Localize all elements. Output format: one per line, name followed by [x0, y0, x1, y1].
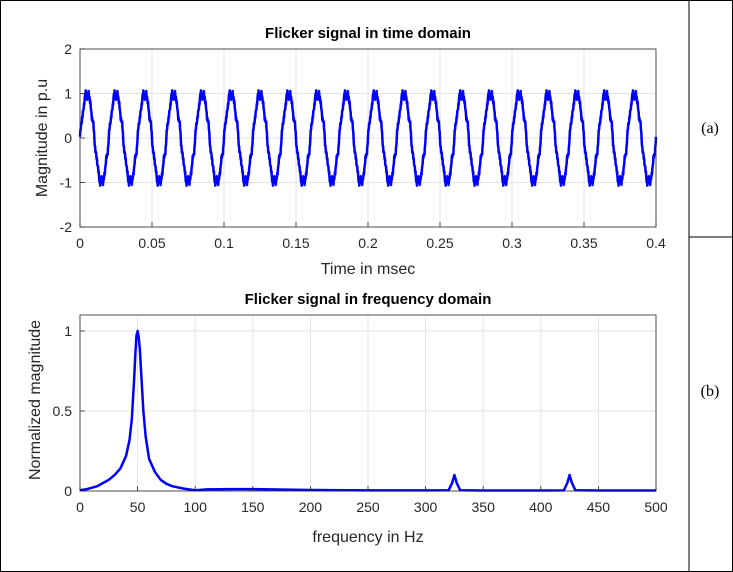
x-tick-label: 350 — [472, 499, 496, 515]
x-tick-label: 450 — [587, 499, 611, 515]
y-tick-label: -1 — [60, 175, 73, 191]
x-axis-label: frequency in Hz — [312, 529, 423, 546]
x-ticks: 0 0.05 0.1 0.15 0.2 0.25 0.3 0.35 0.4 — [76, 222, 666, 251]
y-tick-label: 0 — [64, 130, 72, 146]
panel-label-a: (a) — [701, 120, 719, 137]
y-tick-label: -2 — [60, 219, 73, 235]
x-axis-label: Time in msec — [321, 261, 416, 278]
y-ticks: 00.51 — [53, 323, 85, 499]
time-domain-chart: 0 0.05 0.1 0.15 0.2 0.25 0.3 0.35 0.4 -2 -1 0 1 2 Fl… — [34, 25, 666, 278]
signal-line — [78, 89, 658, 187]
x-ticks: 0 50 100 150 200 250 300 350 400 450 500 — [76, 486, 668, 515]
x-tick-label: 50 — [130, 499, 146, 515]
panel-label-b: (b) — [701, 383, 720, 400]
x-tick-label: 0.25 — [426, 235, 453, 251]
chart-title: Flicker signal in frequency domain — [245, 291, 492, 308]
x-tick-label: 0.05 — [138, 235, 165, 251]
y-tick-label: 2 — [64, 41, 72, 57]
y-axis-label: Normalized magnitude — [27, 320, 44, 480]
x-tick-label: 200 — [299, 499, 323, 515]
y-tick-label: 0.5 — [53, 403, 73, 419]
x-tick-label: 0.4 — [646, 235, 666, 251]
chart-title: Flicker signal in time domain — [265, 25, 471, 42]
x-tick-label: 0.35 — [570, 235, 597, 251]
x-tick-label: 100 — [184, 499, 208, 515]
spectrum-line — [79, 329, 656, 492]
x-tick-label: 0.1 — [214, 235, 234, 251]
y-tick-label: 0 — [64, 483, 72, 499]
x-tick-label: 0.15 — [282, 235, 309, 251]
x-tick-label: 500 — [644, 499, 668, 515]
frequency-domain-chart: 0 50 100 150 200 250 300 350 400 450 500 00.51 Fli… — [27, 291, 668, 546]
x-tick-label: 0 — [76, 235, 84, 251]
x-tick-label: 0 — [76, 499, 84, 515]
x-tick-label: 400 — [529, 499, 553, 515]
x-tick-label: 250 — [356, 499, 380, 515]
x-tick-label: 150 — [241, 499, 265, 515]
x-tick-label: 0.2 — [358, 235, 378, 251]
y-tick-label: 1 — [64, 86, 72, 102]
y-axis-label: Magnitude in p.u — [34, 79, 51, 197]
x-tick-label: 0.3 — [502, 235, 522, 251]
y-tick-label: 1 — [64, 323, 72, 339]
x-tick-label: 300 — [414, 499, 438, 515]
y-ticks: -2 -1 0 1 2 — [60, 41, 85, 235]
